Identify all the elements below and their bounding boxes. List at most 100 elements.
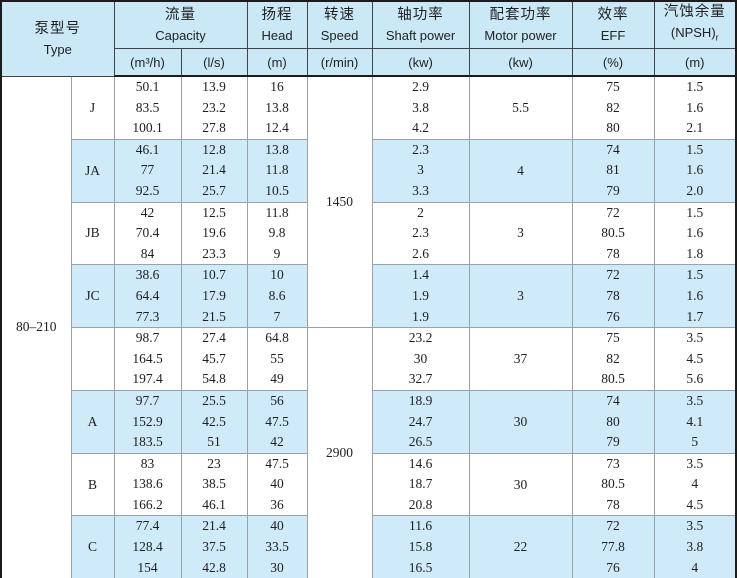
value-line: 82 bbox=[606, 350, 620, 366]
value-line: 8.6 bbox=[268, 287, 286, 303]
value-line: 42 bbox=[270, 434, 284, 450]
value-line: 42.5 bbox=[202, 413, 226, 429]
value-line: 12.8 bbox=[202, 141, 226, 157]
table-row: JC 38.6 64.4 77.3 10.7 17.9 21.5 10 8.6 7 1.4 1.9 1.… bbox=[1, 264, 737, 329]
value-line: 25.5 bbox=[202, 392, 226, 408]
cell-head: 10 8.6 7 bbox=[246, 264, 308, 329]
value-line: 12.4 bbox=[265, 120, 289, 136]
unit-speed: (r/min) bbox=[306, 48, 373, 77]
unit-head: (m) bbox=[246, 48, 308, 77]
value-line: 74 bbox=[606, 392, 620, 408]
table-header: 泵型号 Type 流量 Capacity 扬程 Head 转速 Speed 轴功… bbox=[0, 0, 737, 77]
cell-variant: J bbox=[70, 75, 115, 140]
value-line: 54.8 bbox=[202, 371, 226, 387]
value-line: 75 bbox=[606, 79, 620, 94]
value-line: 13.9 bbox=[202, 79, 226, 94]
unit-shaft: (kw) bbox=[371, 48, 470, 77]
value-line: 81 bbox=[606, 162, 620, 178]
value-line: 33.5 bbox=[265, 539, 289, 555]
table-row: 80–210 J 50.1 83.5 100.1 13.9 23.2 27.8 16 13.8 12… bbox=[0, 75, 737, 578]
value-line: 56 bbox=[270, 392, 284, 408]
header-npsh: 汽蚀余量 (NPSH)r bbox=[653, 0, 737, 49]
value-line: 2.9 bbox=[412, 79, 429, 94]
cell-motor-power: 30 bbox=[468, 452, 573, 517]
header-type: 泵型号 Type bbox=[0, 0, 115, 77]
cell-capacity-m3h: 97.7 152.9 183.5 bbox=[113, 389, 182, 454]
table-row: C 77.4 128.4 154 21.4 37.5 42.8 40 33.5 30 11.6 15.… bbox=[1, 515, 737, 578]
value-line: 10 bbox=[270, 267, 284, 283]
cell-eff: 75 82 80.5 bbox=[571, 327, 655, 391]
cell-capacity-ls: 10.7 17.9 21.5 bbox=[180, 264, 248, 329]
value-line: 100.1 bbox=[132, 120, 163, 136]
value-line: 197.4 bbox=[132, 371, 163, 387]
cell-pump-type: 80–210 bbox=[0, 75, 72, 578]
value-line: 19.6 bbox=[202, 225, 226, 241]
cell-motor-power: 37 bbox=[468, 327, 573, 391]
value-line: 2.6 bbox=[412, 245, 429, 261]
value-line: 38.5 bbox=[202, 476, 226, 492]
cell-npsh: 1.5 1.6 1.7 bbox=[653, 264, 737, 329]
value-line: 5 bbox=[691, 434, 699, 450]
value-line: 21.4 bbox=[202, 162, 226, 178]
value-line: 1.6 bbox=[686, 99, 704, 115]
value-line: 183.5 bbox=[132, 434, 163, 450]
value-line: 83.5 bbox=[135, 99, 160, 115]
value-line: 77.4 bbox=[135, 518, 160, 534]
value-line: 84 bbox=[140, 245, 155, 261]
value-line: 7 bbox=[273, 308, 281, 324]
cell-npsh: 1.5 1.6 1.8 bbox=[653, 201, 737, 266]
value-line: 3.5 bbox=[686, 330, 704, 346]
value-line: 2.1 bbox=[686, 120, 704, 136]
value-line: 1.6 bbox=[686, 225, 704, 241]
value-line: 64.4 bbox=[135, 287, 160, 303]
value-line: 40 bbox=[270, 476, 284, 492]
value-line: 154 bbox=[137, 559, 158, 575]
value-line: 20.8 bbox=[408, 496, 433, 512]
value-line: 26.5 bbox=[408, 434, 433, 450]
value-line: 15.8 bbox=[408, 539, 433, 555]
cell-shaft-power: 14.6 18.7 20.8 bbox=[371, 452, 470, 517]
table-row: JA 46.1 77 92.5 12.8 21.4 25.7 13.8 11.8 10.5 2.3 3… bbox=[1, 138, 737, 203]
value-line: 21.5 bbox=[202, 308, 226, 324]
value-line: 23.2 bbox=[202, 99, 226, 115]
value-line: 17.9 bbox=[202, 287, 226, 303]
cell-eff: 75 82 80 bbox=[571, 75, 655, 140]
cell-motor-power: 30 bbox=[468, 389, 573, 454]
value-line: 73 bbox=[606, 455, 620, 471]
value-line: 80 bbox=[606, 120, 620, 136]
value-line: 47.5 bbox=[265, 413, 289, 429]
value-line: 30 bbox=[270, 559, 284, 575]
cell-capacity-ls: 27.4 45.7 54.8 bbox=[180, 327, 248, 391]
value-line: 76 bbox=[606, 559, 620, 575]
value-line: 72 bbox=[606, 267, 620, 283]
value-line: 78 bbox=[606, 245, 620, 261]
cell-motor-power: 3 bbox=[468, 264, 573, 329]
value-line: 97.7 bbox=[135, 392, 160, 408]
cell-npsh: 1.5 1.6 2.0 bbox=[653, 138, 737, 203]
cell-capacity-ls: 21.4 37.5 42.8 bbox=[180, 515, 248, 578]
value-line: 78 bbox=[606, 287, 620, 303]
value-line: 77 bbox=[140, 162, 155, 178]
value-line: 2.3 bbox=[412, 141, 429, 157]
value-line: 18.9 bbox=[408, 392, 433, 408]
value-line: 3.5 bbox=[686, 518, 704, 534]
value-line: 18.7 bbox=[408, 476, 433, 492]
value-line: 45.7 bbox=[202, 350, 226, 366]
value-line: 1.8 bbox=[686, 245, 704, 261]
cell-capacity-m3h: 38.6 64.4 77.3 bbox=[113, 264, 182, 329]
cell-head: 56 47.5 42 bbox=[246, 389, 308, 454]
value-line: 4.2 bbox=[412, 120, 429, 136]
value-line: 80 bbox=[606, 413, 620, 429]
value-line: 2.3 bbox=[412, 225, 429, 241]
value-line: 80.5 bbox=[601, 476, 625, 492]
value-line: 13.8 bbox=[265, 141, 289, 157]
value-line: 14.6 bbox=[408, 455, 433, 471]
value-line: 1.5 bbox=[686, 204, 704, 220]
cell-head: 64.8 55 49 bbox=[246, 327, 308, 391]
header-eff: 效率 EFF bbox=[571, 0, 655, 49]
header-shaft-power: 轴功率 Shaft power bbox=[371, 0, 470, 49]
value-line: 92.5 bbox=[135, 182, 160, 198]
value-line: 2 bbox=[417, 204, 424, 220]
cell-shaft-power: 2.9 3.8 4.2 bbox=[371, 75, 470, 140]
